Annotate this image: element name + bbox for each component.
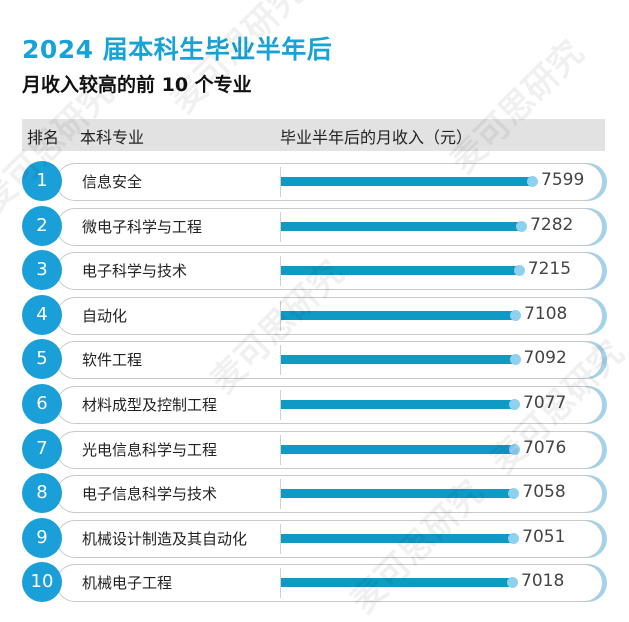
bar [281, 533, 515, 543]
value-label: 7077 [523, 393, 567, 413]
bar-end-dot [510, 309, 522, 321]
value-label: 7092 [523, 348, 567, 369]
bar-row: 5 软件工程 7092 [0, 339, 629, 383]
bar-row: 2 微电子科学与工程 7282 [0, 205, 629, 250]
major-label: 机械电子工程 [82, 574, 173, 593]
bar [281, 266, 520, 276]
bar [281, 578, 513, 588]
bar [281, 400, 516, 409]
major-label: 机械设计制造及其自动化 [82, 529, 248, 548]
bar [281, 177, 533, 186]
rank-badge: 7 [22, 428, 62, 469]
header-rank: 排名 [27, 128, 60, 147]
rank-badge: 2 [22, 205, 62, 246]
value-label: 7215 [527, 259, 572, 280]
bar-row: 1 信息安全 7599 [0, 161, 629, 205]
major-label: 材料成型及控制工程 [82, 396, 218, 414]
bar [281, 221, 523, 231]
bar [281, 310, 517, 320]
row-divider [280, 211, 281, 242]
value-label: 7108 [524, 303, 568, 324]
chart-title: 2024 届本科生毕业半年后 [22, 35, 333, 64]
row-divider [280, 256, 281, 287]
row-divider [280, 523, 281, 554]
watermark: 麦可思研究 [443, 32, 592, 182]
bar-end-dot [507, 577, 518, 589]
row-divider [280, 300, 281, 331]
value-label: 7282 [530, 214, 574, 235]
bar-end-dot [513, 265, 525, 277]
rank-badge: 9 [22, 517, 62, 558]
rank-badge: 4 [22, 294, 62, 335]
row-divider [280, 479, 281, 510]
rank-badge: 8 [22, 473, 62, 514]
value-label: 7599 [541, 170, 585, 190]
bar [281, 355, 516, 365]
bar-end-dot [509, 399, 521, 410]
major-label: 微电子科学与工程 [82, 217, 203, 236]
major-label: 软件工程 [82, 351, 143, 370]
bar-row: 6 材料成型及控制工程 7077 [0, 384, 629, 428]
header-major: 本科专业 [80, 128, 145, 147]
major-label: 光电信息科学与工程 [82, 440, 218, 459]
chart-subtitle: 月收入较高的前 10 个专业 [22, 74, 252, 96]
major-label: 自动化 [82, 306, 128, 325]
column-header: 排名 本科专业 毕业半年后的月收入（元） [22, 119, 605, 151]
row-divider [280, 568, 281, 599]
header-income: 毕业半年后的月收入（元） [280, 128, 473, 147]
rank-badge: 5 [22, 339, 62, 380]
rank-badge: 6 [22, 384, 62, 424]
value-label: 7058 [522, 482, 566, 503]
rank-badge: 10 [22, 562, 62, 603]
rank-badge: 1 [22, 161, 62, 201]
bar-end-dot [509, 443, 520, 455]
row-divider [280, 167, 281, 197]
bar-row: 8 电子信息科学与技术 7058 [0, 473, 629, 517]
row-divider [280, 345, 281, 376]
major-label: 信息安全 [82, 173, 143, 191]
bar [281, 489, 515, 499]
row-divider [280, 434, 281, 465]
value-label: 7018 [521, 571, 565, 592]
major-label: 电子科学与技术 [82, 262, 188, 281]
major-label: 电子信息科学与技术 [82, 485, 218, 504]
value-label: 7051 [522, 526, 566, 547]
bar-row: 10 机械电子工程 7018 [0, 562, 629, 606]
bar-row: 3 电子科学与技术 7215 [0, 250, 629, 294]
rank-badge: 3 [22, 250, 62, 291]
bar-end-dot [508, 532, 520, 544]
row-divider [280, 390, 281, 420]
bar-end-dot [509, 354, 521, 366]
value-label: 7076 [523, 437, 567, 458]
bar [281, 444, 515, 454]
bar-row: 7 光电信息科学与工程 7076 [0, 428, 629, 473]
bar-end-dot [516, 220, 528, 232]
bar-row: 9 机械设计制造及其自动化 7051 [0, 517, 629, 562]
bar-end-dot [508, 488, 520, 500]
bar-end-dot [527, 176, 538, 187]
bar-row: 4 自动化 7108 [0, 294, 629, 339]
